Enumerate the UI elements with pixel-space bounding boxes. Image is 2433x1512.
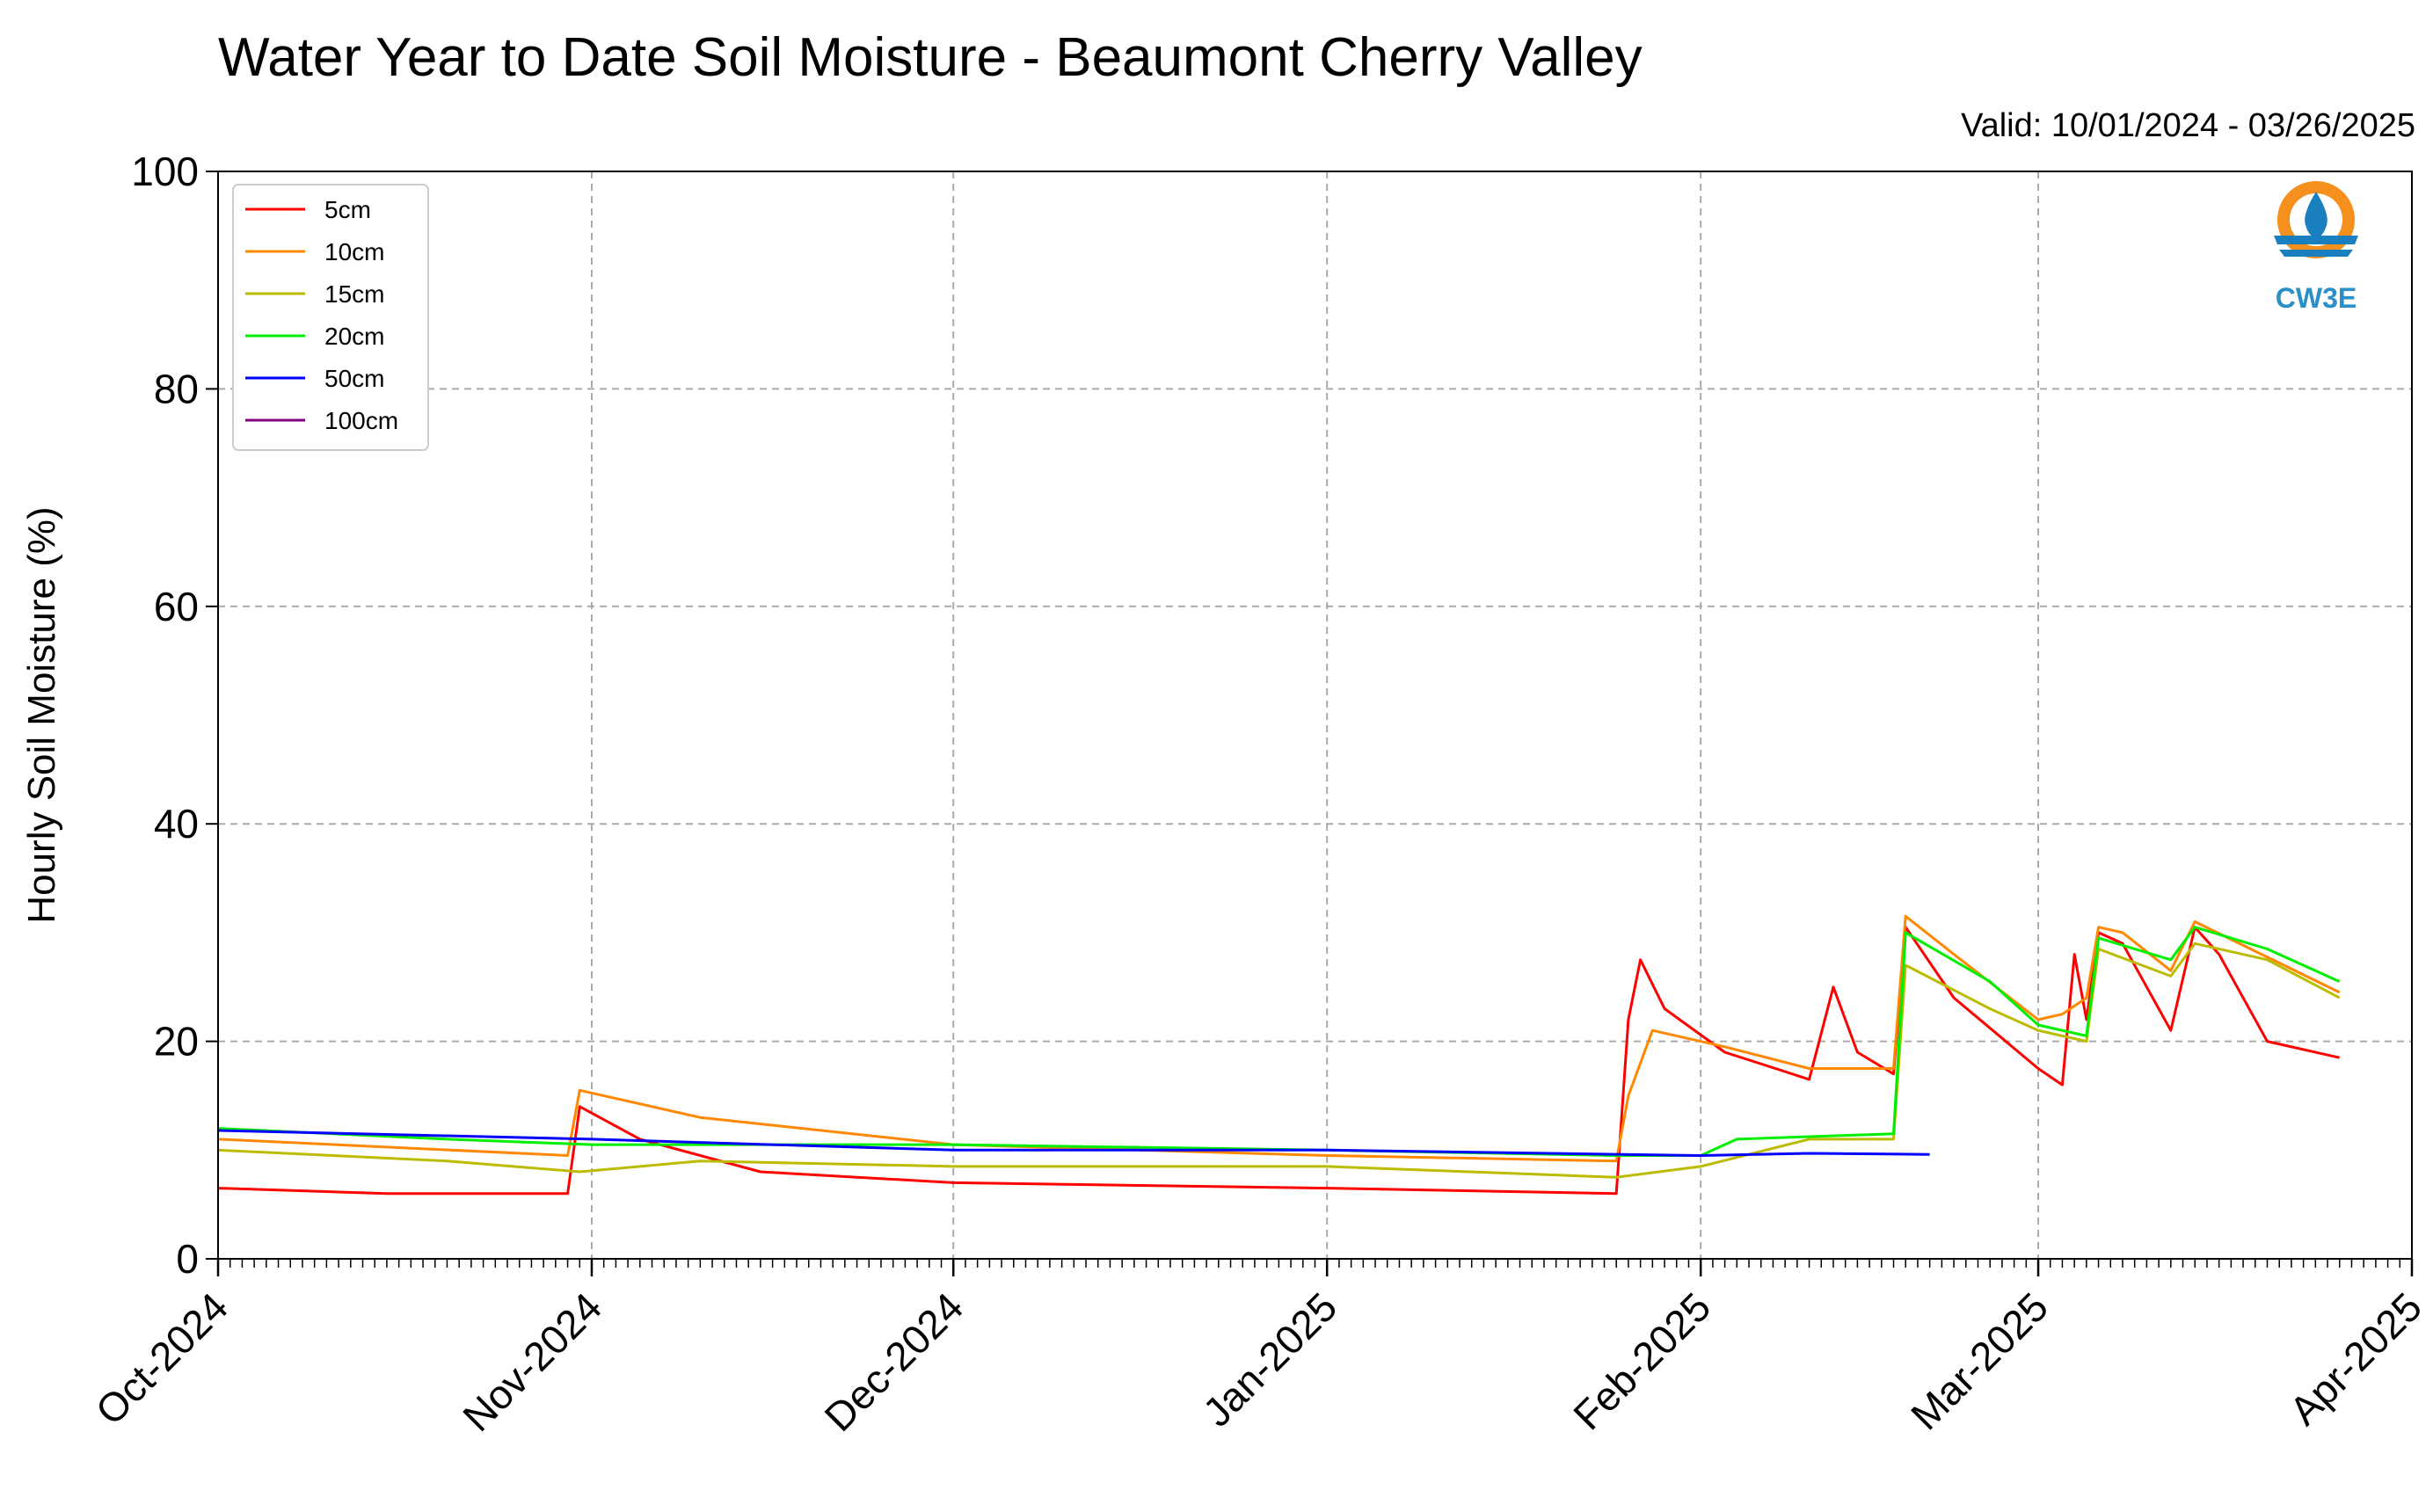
plot-frame — [217, 171, 2413, 1260]
legend-entry: 20cm — [324, 323, 384, 350]
y-tick-label: 60 — [154, 584, 199, 629]
x-tick-label: Dec-2024 — [816, 1283, 972, 1440]
logo-text: CW3E — [2276, 282, 2357, 314]
legend-entry: 15cm — [324, 280, 384, 308]
series-line-20cm — [217, 926, 2341, 1157]
series-line-50cm — [217, 1129, 1930, 1157]
axis-layer: 0 20 40 60 80 100 Oct-2024 Nov-2024 Dec-2024 Jan-… — [87, 149, 2431, 1440]
x-tick-label: Nov-2024 — [454, 1283, 610, 1440]
x-tick-label: Feb-2025 — [1564, 1283, 1719, 1438]
legend: 5cm 10cm 15cm 20cm 50cm 100cm — [232, 184, 429, 451]
series-line-10cm — [217, 914, 2341, 1163]
x-tick-label: Jan-2025 — [1194, 1283, 1345, 1435]
legend-entry: 100cm — [324, 407, 398, 434]
series-layer — [217, 914, 2341, 1196]
legend-entry: 5cm — [324, 196, 371, 223]
y-tick-label: 100 — [131, 149, 199, 194]
series-line-15cm — [217, 941, 2341, 1179]
y-axis-label: Hourly Soil Moisture (%) — [20, 506, 63, 923]
y-tick-label: 80 — [154, 366, 199, 411]
x-tick-label: Mar-2025 — [1902, 1283, 2057, 1438]
chart-subtitle: Valid: 10/01/2024 - 03/26/2025 — [1961, 107, 2415, 144]
x-tick-label: Oct-2024 — [87, 1283, 237, 1434]
y-tick-label: 20 — [154, 1019, 199, 1065]
y-tick-label: 0 — [176, 1236, 199, 1282]
y-tick-label: 40 — [154, 801, 199, 847]
x-tick-label: Apr-2025 — [2280, 1283, 2430, 1434]
legend-entry: 50cm — [324, 365, 384, 392]
logo-drop-icon — [2305, 192, 2327, 237]
series-line-5cm — [217, 926, 2341, 1196]
chart-title: Water Year to Date Soil Moisture - Beaum… — [218, 27, 1643, 88]
grid-layer — [218, 171, 2412, 1259]
legend-entry: 10cm — [324, 238, 384, 265]
cw3e-logo: CW3E — [2274, 181, 2358, 314]
